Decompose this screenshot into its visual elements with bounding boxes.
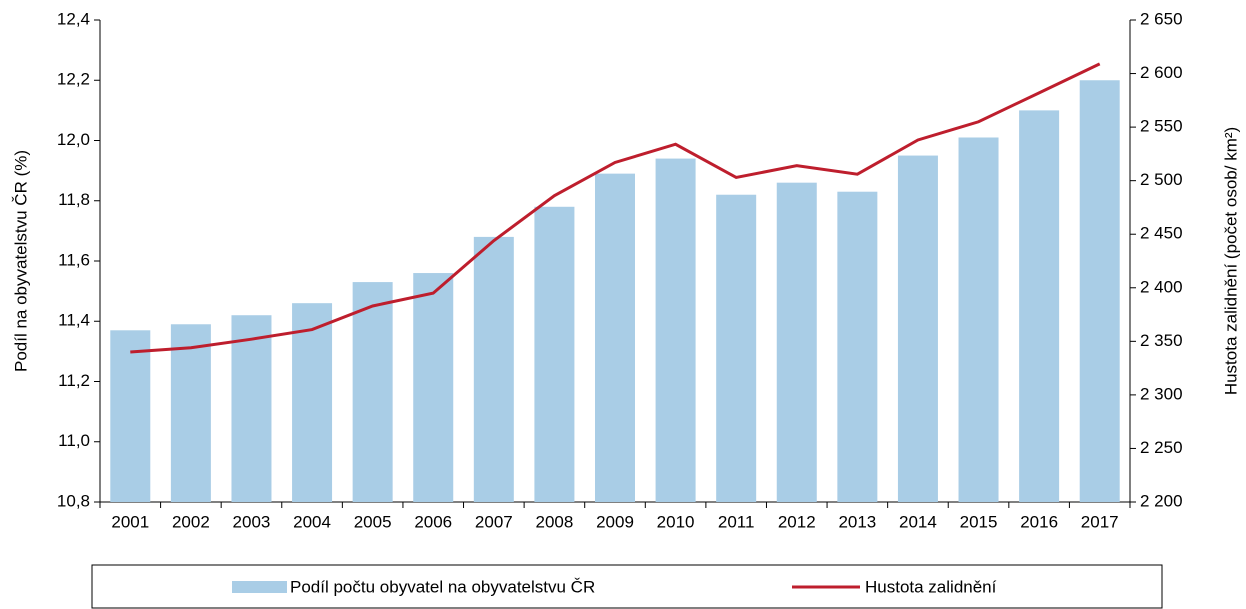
y-tick-label: 12,2 [57, 70, 90, 89]
y2-tick-label: 2 550 [1140, 117, 1183, 136]
x-tick-label: 2016 [1020, 512, 1058, 531]
y2-tick-label: 2 500 [1140, 170, 1183, 189]
y2-tick-label: 2 600 [1140, 63, 1183, 82]
x-tick-label: 2012 [778, 512, 816, 531]
legend-label: Hustota zalidnění [865, 577, 997, 596]
y-tick-label: 11,4 [58, 311, 90, 330]
x-tick-label: 2003 [233, 512, 271, 531]
y-tick-label: 12,4 [57, 9, 90, 28]
legend-label: Podíl počtu obyvatel na obyvatelstvu ČR [290, 577, 595, 596]
x-tick-label: 2006 [414, 512, 452, 531]
y2-tick-label: 2 400 [1140, 277, 1183, 296]
x-tick-label: 2005 [354, 512, 392, 531]
y-tick-label: 11,0 [58, 431, 90, 450]
y2-tick-label: 2 200 [1140, 491, 1183, 510]
y-tick-label: 11,2 [58, 371, 90, 390]
bar [716, 194, 757, 502]
legend-swatch [232, 581, 287, 593]
line [130, 62, 1101, 354]
bar [231, 315, 272, 502]
y-tick-label: 10,8 [57, 491, 90, 510]
y2-tick-label: 2 300 [1140, 384, 1183, 403]
bar [352, 282, 393, 502]
bar [655, 158, 696, 502]
x-tick-label: 2011 [718, 512, 755, 531]
x-tick-label: 2001 [111, 512, 149, 531]
bar [292, 303, 333, 502]
legend-box [91, 564, 1163, 609]
y2-axis-title: Hustota zalidnění (počet osob/ km²) [1221, 127, 1240, 395]
y-tick-label: 11,8 [58, 190, 90, 209]
y-tick-label: 12,0 [57, 130, 90, 149]
x-tick-label: 2010 [657, 512, 695, 531]
bar [1019, 110, 1060, 502]
y2-tick-label: 2 450 [1140, 224, 1183, 243]
x-tick-label: 2014 [899, 512, 937, 531]
bar [1079, 80, 1120, 502]
bar [776, 182, 817, 503]
x-tick-label: 2017 [1081, 512, 1119, 531]
y-axis-title: Podíl na obyvatelstvu ČR (%) [11, 150, 30, 372]
x-tick-label: 2008 [535, 512, 573, 531]
bar [958, 137, 999, 503]
x-tick-label: 2013 [838, 512, 876, 531]
x-tick-label: 2009 [596, 512, 634, 531]
y2-tick-label: 2 650 [1140, 9, 1183, 28]
bar [534, 206, 575, 502]
y2-tick-label: 2 350 [1140, 331, 1183, 350]
x-tick-label: 2007 [475, 512, 513, 531]
x-tick-label: 2015 [960, 512, 998, 531]
bar [110, 330, 151, 502]
y-tick-label: 11,6 [58, 250, 90, 269]
bar [595, 173, 635, 502]
bar [473, 236, 514, 502]
bar [170, 324, 211, 502]
x-tick-label: 2002 [172, 512, 210, 531]
x-tick-label: 2004 [293, 512, 331, 531]
y2-tick-label: 2 250 [1140, 438, 1183, 457]
bar [413, 273, 454, 502]
bar [837, 191, 878, 502]
bar [897, 155, 938, 502]
